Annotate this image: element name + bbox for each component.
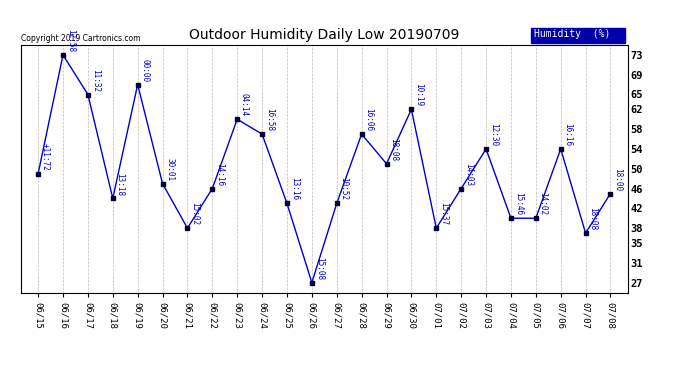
Text: 12:58: 12:58 bbox=[66, 29, 75, 52]
Text: 15:02: 15:02 bbox=[190, 202, 199, 225]
Text: 13:18: 13:18 bbox=[115, 172, 125, 196]
Text: 15:08: 15:08 bbox=[315, 257, 324, 280]
Text: 00:00: 00:00 bbox=[141, 59, 150, 82]
FancyBboxPatch shape bbox=[531, 28, 625, 42]
Text: 16:58: 16:58 bbox=[265, 108, 274, 131]
Text: 16:16: 16:16 bbox=[564, 123, 573, 146]
Text: 10:52: 10:52 bbox=[339, 177, 348, 201]
Text: 30:01: 30:01 bbox=[166, 158, 175, 181]
Text: 18:00: 18:00 bbox=[613, 168, 622, 191]
Text: 14:16: 14:16 bbox=[215, 163, 224, 186]
Text: 18:08: 18:08 bbox=[589, 207, 598, 230]
Title: Outdoor Humidity Daily Low 20190709: Outdoor Humidity Daily Low 20190709 bbox=[189, 28, 460, 42]
Text: 12:30: 12:30 bbox=[489, 123, 497, 146]
Text: 04:14: 04:14 bbox=[240, 93, 249, 117]
Text: 14:03: 14:03 bbox=[464, 163, 473, 186]
Text: Humidity  (%): Humidity (%) bbox=[534, 29, 610, 39]
Text: 16:06: 16:06 bbox=[364, 108, 373, 131]
Text: 15:46: 15:46 bbox=[514, 192, 523, 216]
Text: 13:16: 13:16 bbox=[290, 177, 299, 201]
Text: Copyright 2019 Cartronics.com: Copyright 2019 Cartronics.com bbox=[21, 33, 140, 42]
Text: 11:32: 11:32 bbox=[90, 69, 99, 92]
Text: 14:02: 14:02 bbox=[539, 192, 548, 216]
Text: 10:19: 10:19 bbox=[414, 84, 423, 106]
Text: 15:37: 15:37 bbox=[439, 202, 448, 225]
Text: 18:08: 18:08 bbox=[389, 138, 398, 161]
Text: +11:72: +11:72 bbox=[41, 143, 50, 171]
